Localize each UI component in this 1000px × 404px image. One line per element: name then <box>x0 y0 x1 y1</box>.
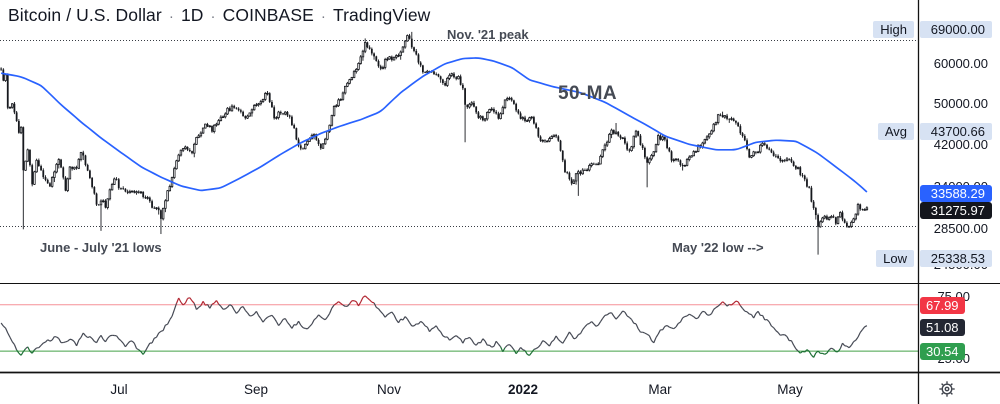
price-axis-tick-42000: 42000.00 <box>933 136 988 152</box>
low-value: 25338.53 <box>920 249 992 267</box>
time-label-jul: Jul <box>110 382 128 397</box>
low-label: Low <box>876 249 914 267</box>
rsi-upper-band-label: 67.99 <box>920 296 965 314</box>
settings-gear-button[interactable] <box>936 378 958 400</box>
time-label-2022: 2022 <box>507 382 539 397</box>
price-axis-tick-60000: 60000.00 <box>933 55 988 71</box>
platform-label[interactable]: TradingView <box>332 5 431 25</box>
avg-label: Avg <box>877 122 914 140</box>
annotation-june-july-lows[interactable]: June - July '21 lows <box>40 240 162 255</box>
gear-icon <box>939 381 955 397</box>
time-label-sep: Sep <box>243 382 269 397</box>
annotation-50-ma[interactable]: 50-MA <box>558 83 618 104</box>
time-label-may: May <box>777 382 803 397</box>
annotation-nov-21-peak[interactable]: Nov. '21 peak <box>447 27 529 42</box>
interval-label[interactable]: 1D <box>180 5 204 25</box>
rsi-lower-band-label: 30.54 <box>920 342 965 360</box>
high-label: High <box>873 20 914 38</box>
legend-separator-icon: · <box>210 8 216 25</box>
chart-legend: Bitcoin / U.S. Dollar · 1D · COINBASE · Tradin… <box>8 5 430 26</box>
avg-value: 43700.66 <box>920 122 992 140</box>
ma-price-label: 33588.29 <box>920 184 992 202</box>
symbol-title[interactable]: Bitcoin / U.S. Dollar <box>8 5 162 25</box>
time-label-mar: Mar <box>648 382 672 397</box>
annotation-may-22-low[interactable]: May '22 low --> <box>672 240 764 255</box>
price-axis-tick-28500: 28500.00 <box>933 220 988 236</box>
high-value: 69000.00 <box>920 20 992 38</box>
last-price-label: 31275.97 <box>920 201 992 219</box>
rsi-value-label: 51.08 <box>920 318 965 336</box>
legend-separator-icon: · <box>168 8 174 25</box>
exchange-label[interactable]: COINBASE <box>222 5 314 25</box>
time-label-nov: Nov <box>376 382 402 397</box>
price-axis-tick-50000: 50000.00 <box>933 95 988 111</box>
legend-separator-icon: · <box>320 8 326 25</box>
